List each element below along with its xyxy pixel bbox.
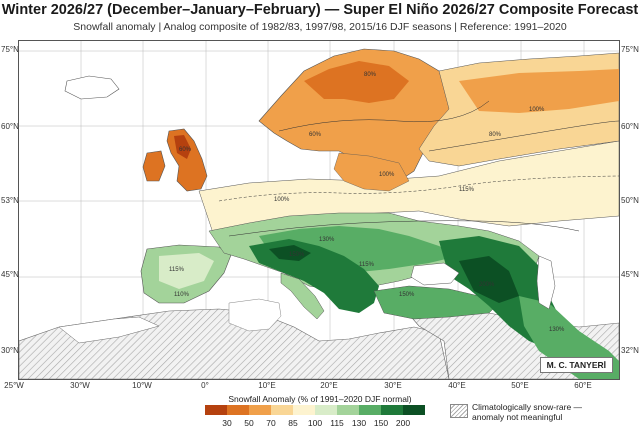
contour-label: 80% (364, 72, 377, 78)
lat-label-left: 45°N (1, 270, 19, 279)
lat-label-left: 75°N (1, 45, 19, 54)
colorbar-tick-label: 85 (288, 418, 298, 428)
colorbar-tick-label: 50 (244, 418, 254, 428)
lon-label: 10°E (258, 381, 276, 390)
colorbar-tick-label: 200 (395, 418, 411, 428)
contour-label: 115% (169, 267, 185, 273)
contour-label: 60% (309, 132, 322, 138)
lat-label-right: 32°N (621, 346, 639, 355)
colorbar-tick-label: 70 (266, 418, 276, 428)
contour-label: 100% (379, 172, 395, 178)
baltic-region (333, 152, 410, 192)
lon-label: 30°E (384, 381, 402, 390)
lon-label: 60°E (574, 381, 592, 390)
lat-label-right: 45°N (621, 270, 639, 279)
lat-label-left: 60°N (1, 122, 19, 131)
contour-label: 110% (174, 292, 190, 298)
colorbar-swatch (249, 405, 271, 415)
colorbar-tick-label: 130 (351, 418, 367, 428)
contour-label: 130% (549, 327, 565, 333)
legend-title: Snowfall Anomaly (% of 1991–2020 DJF nor… (228, 394, 412, 404)
lat-label-left: 53°N (1, 196, 19, 205)
lon-label: 50°E (511, 381, 529, 390)
africa-coast-white (58, 316, 160, 344)
hatch-swatch (450, 404, 468, 418)
lat-label-right: 50°N (621, 196, 639, 205)
colorbar-swatch (293, 405, 315, 415)
colorbar-swatch (381, 405, 403, 415)
lon-label: 25°W (4, 381, 24, 390)
map-title: Winter 2026/27 (December–January–Februar… (1, 2, 639, 18)
lat-label-left: 30°N (1, 346, 19, 355)
italy-region (280, 272, 325, 320)
contour-label: 130% (319, 237, 335, 243)
lat-label-right: 60°N (621, 122, 639, 131)
colorbar-swatch (227, 405, 249, 415)
iceland (64, 75, 120, 100)
hatch-label-line2: anomaly not meaningful (472, 412, 563, 422)
contour-label: 200% (479, 282, 495, 288)
contour-label: 80% (489, 132, 502, 138)
colorbar-swatch (315, 405, 337, 415)
map-subtitle: Snowfall anomaly | Analog composite of 1… (73, 21, 567, 33)
hatch-label: Climatologically snow-rare — anomaly not… (472, 402, 582, 422)
caspian-sea (536, 255, 556, 310)
colorbar-swatch (205, 405, 227, 415)
colorbar-tick-label: 100 (307, 418, 323, 428)
lon-label: 20°E (320, 381, 338, 390)
colorbar-swatch (271, 405, 293, 415)
lon-label: 10°W (132, 381, 152, 390)
lon-label: 40°E (448, 381, 466, 390)
hatch-label-line1: Climatologically snow-rare — (472, 402, 583, 412)
lon-label: 30°W (70, 381, 90, 390)
contour-label: 150% (399, 292, 415, 298)
colorbar-ticks: 30 50 70 85 100 115 130 150 200 (205, 418, 435, 428)
colorbar-tick-label: 150 (373, 418, 389, 428)
colorbar-swatch (403, 405, 425, 415)
contour-label: 115% (359, 262, 375, 268)
colorbar-swatch (337, 405, 359, 415)
author-credit: M. C. TANYERİ (539, 357, 613, 373)
great-britain (166, 128, 208, 192)
colorbar-tick-label: 30 (222, 418, 232, 428)
ireland (142, 150, 166, 182)
colorbar-tick-label: 115 (330, 418, 344, 428)
contour-label: 115% (459, 187, 475, 193)
colorbar (205, 405, 425, 415)
black-sea (410, 262, 460, 286)
lat-label-right: 75°N (621, 45, 639, 54)
contour-label: 60% (179, 147, 192, 153)
contour-lines (218, 100, 619, 237)
lon-label: 0° (201, 381, 209, 390)
mediterranean-sea (228, 298, 282, 332)
contour-label: 100% (529, 107, 545, 113)
contour-label: 150% (289, 252, 305, 258)
colorbar-swatch (359, 405, 381, 415)
snowfall-anomaly-map: 80% 60% 100% 80% 60% 100% 115% 100% 130%… (18, 40, 620, 380)
contour-label: 100% (274, 197, 290, 203)
